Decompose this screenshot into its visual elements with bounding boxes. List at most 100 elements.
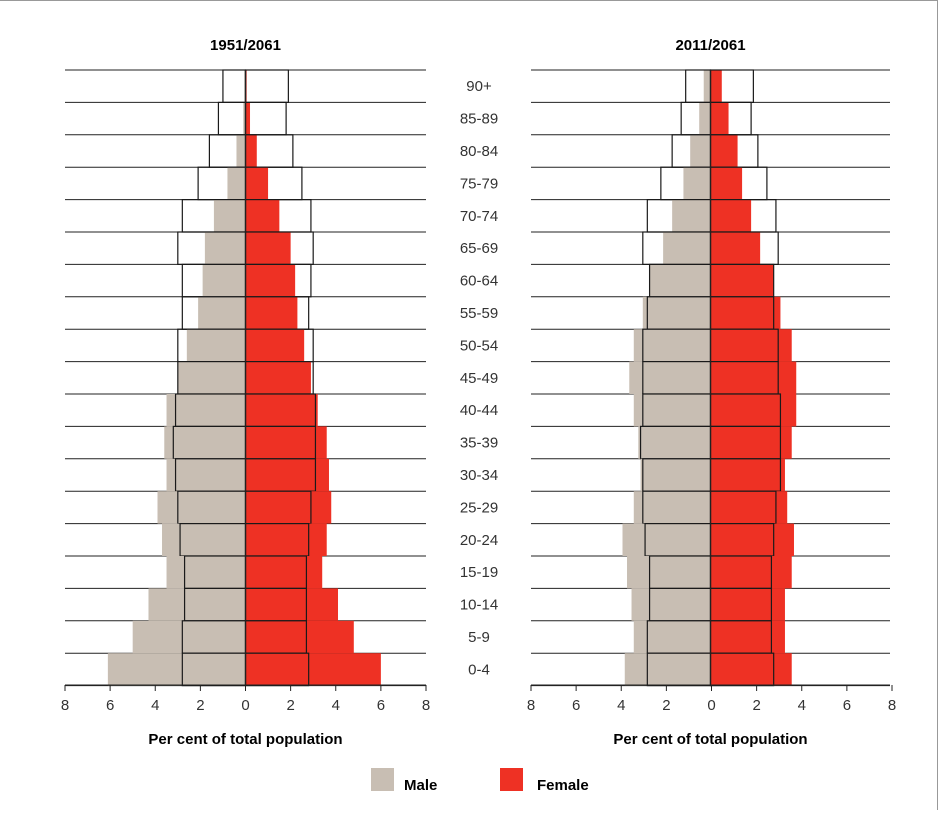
bar-male-40-44 xyxy=(166,394,246,427)
age-label-45-49: 45-49 xyxy=(460,370,498,387)
bar-male-20-24 xyxy=(622,523,711,556)
bar-female-65-69 xyxy=(245,232,291,265)
x-tick-label: 4 xyxy=(617,697,625,714)
bar-male-90+ xyxy=(703,70,711,103)
bar-female-40-44 xyxy=(710,394,797,427)
bar-male-15-19 xyxy=(166,556,246,589)
x-tick-label: 2 xyxy=(752,697,760,714)
bar-male-45-49 xyxy=(629,361,711,394)
x-axis-label: Per cent of total population xyxy=(148,731,342,748)
bar-female-60-64 xyxy=(245,264,296,297)
chart-title: 2011/2061 xyxy=(675,37,745,54)
x-tick-label: 0 xyxy=(241,697,249,714)
x-tick-label: 2 xyxy=(662,697,670,714)
age-label-90+: 90+ xyxy=(466,78,492,95)
legend-male-label: Male xyxy=(404,777,437,794)
age-label-60-64: 60-64 xyxy=(460,273,498,290)
bar-female-0-4 xyxy=(245,653,381,686)
bar-female-30-34 xyxy=(245,458,329,492)
bar-female-10-14 xyxy=(710,588,785,621)
bar-female-15-19 xyxy=(710,556,792,589)
bar-female-5-9 xyxy=(710,620,785,654)
age-label-85-89: 85-89 xyxy=(460,111,498,128)
legend-male-swatch xyxy=(371,768,394,791)
x-tick-label: 2 xyxy=(286,697,294,714)
bar-male-85-89 xyxy=(243,102,246,135)
x-tick-label: 8 xyxy=(888,697,896,714)
bar-female-10-14 xyxy=(245,588,339,621)
bar-male-65-69 xyxy=(663,232,711,265)
bar-female-80-84 xyxy=(245,134,257,168)
x-tick-label: 6 xyxy=(377,697,385,714)
x-axis-label: Per cent of total population xyxy=(613,731,807,748)
bar-female-35-39 xyxy=(245,426,327,459)
bar-male-65-69 xyxy=(204,232,246,265)
bar-female-60-64 xyxy=(710,264,774,297)
outline-male-90+ xyxy=(222,69,247,104)
bar-male-60-64 xyxy=(649,264,711,297)
bar-male-45-49 xyxy=(177,361,246,394)
legend: Male Female xyxy=(371,768,589,794)
age-label-50-54: 50-54 xyxy=(460,337,498,354)
bar-male-50-54 xyxy=(633,329,711,362)
age-label-25-29: 25-29 xyxy=(460,499,498,516)
age-label-20-24: 20-24 xyxy=(460,532,498,549)
bar-female-40-44 xyxy=(245,394,318,427)
bar-male-10-14 xyxy=(631,588,711,621)
bar-female-75-79 xyxy=(710,167,743,200)
age-label-30-34: 30-34 xyxy=(460,467,498,484)
age-label-15-19: 15-19 xyxy=(460,564,498,581)
x-tick-label: 4 xyxy=(798,697,806,714)
bar-female-85-89 xyxy=(710,102,729,135)
bar-female-55-59 xyxy=(710,296,781,330)
bar-female-45-49 xyxy=(245,361,311,394)
bar-female-20-24 xyxy=(710,523,794,556)
x-tick-label: 8 xyxy=(61,697,69,714)
bar-female-5-9 xyxy=(245,620,354,654)
bar-female-25-29 xyxy=(245,491,332,524)
age-label-40-44: 40-44 xyxy=(460,402,498,419)
outline-male-85-89 xyxy=(217,101,247,136)
bar-female-30-34 xyxy=(710,458,785,492)
bar-male-30-34 xyxy=(640,458,711,492)
bar-male-85-89 xyxy=(699,102,711,135)
legend-female-label: Female xyxy=(537,777,589,794)
legend-female-swatch xyxy=(500,768,523,791)
bar-male-25-29 xyxy=(157,491,246,524)
bar-female-25-29 xyxy=(710,491,788,524)
bar-female-45-49 xyxy=(710,361,797,394)
bar-female-55-59 xyxy=(245,296,298,330)
bar-male-50-54 xyxy=(186,329,246,362)
bar-male-55-59 xyxy=(198,296,246,330)
age-label-0-4: 0-4 xyxy=(468,661,490,678)
x-tick-label: 6 xyxy=(572,697,580,714)
bar-female-70-74 xyxy=(710,199,752,232)
bar-male-5-9 xyxy=(132,620,246,654)
bar-female-90+ xyxy=(710,70,722,103)
age-label-5-9: 5-9 xyxy=(468,629,490,646)
bar-female-50-54 xyxy=(710,329,792,362)
age-group-labels: 90+ 85-89 80-84 75-79 70-74 65-69 60-64 55-59 50… xyxy=(460,78,498,678)
bar-female-80-84 xyxy=(710,134,738,168)
bar-male-25-29 xyxy=(633,491,711,524)
bar-male-0-4 xyxy=(624,653,711,686)
age-label-10-14: 10-14 xyxy=(460,597,498,614)
bar-female-20-24 xyxy=(245,523,327,556)
bar-male-15-19 xyxy=(627,556,711,589)
bar-male-75-79 xyxy=(227,167,246,200)
bar-female-70-74 xyxy=(245,199,280,232)
bar-female-65-69 xyxy=(710,232,761,265)
bar-male-80-84 xyxy=(690,134,711,168)
bar-male-60-64 xyxy=(202,264,246,297)
x-tick-label: 8 xyxy=(422,697,430,714)
bar-female-85-89 xyxy=(245,102,251,135)
x-tick-label: 2 xyxy=(196,697,204,714)
pyramid-panel-1951-2061: 1951/2061 Per cent of total population 8… xyxy=(61,37,430,748)
age-label-55-59: 55-59 xyxy=(460,305,498,322)
bar-male-80-84 xyxy=(236,134,246,168)
bar-male-40-44 xyxy=(633,394,711,427)
bar-male-75-79 xyxy=(683,167,711,200)
bar-female-15-19 xyxy=(245,556,323,589)
